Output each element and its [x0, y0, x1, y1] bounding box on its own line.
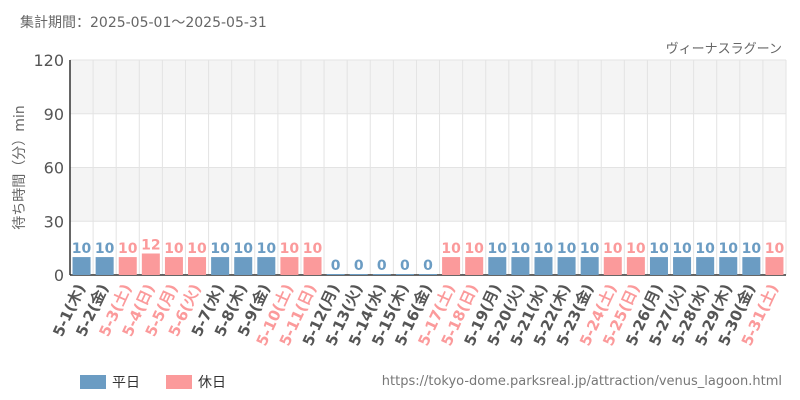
value-label: 10	[742, 241, 762, 257]
bar-5-3(土)	[118, 257, 137, 275]
value-label: 10	[719, 241, 739, 257]
value-label: 10	[187, 241, 207, 257]
value-label: 10	[280, 241, 300, 257]
bar-5-25(日)	[626, 257, 645, 275]
bar-5-23(金)	[580, 257, 599, 275]
value-label: 0	[377, 258, 387, 274]
value-label: 10	[765, 241, 785, 257]
value-label: 10	[257, 241, 277, 257]
source-url: https://tokyo-dome.parksreal.jp/attracti…	[381, 374, 782, 389]
legend-swatch-holiday	[166, 375, 192, 389]
y-tick-label: 120	[33, 51, 64, 70]
value-label: 10	[649, 241, 669, 257]
bar-5-18(日)	[465, 257, 484, 275]
bar-5-12(月)	[326, 274, 345, 275]
value-label: 10	[441, 241, 461, 257]
period-label: 集計期間：2025-05-01～2025-05-31	[20, 15, 267, 31]
bar-5-20(火)	[511, 257, 530, 275]
bar-5-2(金)	[95, 257, 114, 275]
bar-5-1(木)	[72, 257, 91, 275]
bar-5-17(土)	[442, 257, 461, 275]
attraction-name: ヴィーナスラグーン	[665, 42, 782, 57]
y-tick-label: 30	[44, 212, 64, 231]
y-tick-label: 60	[44, 159, 64, 178]
value-label: 0	[423, 258, 433, 274]
bar-5-10(土)	[280, 257, 299, 275]
value-label: 10	[626, 241, 646, 257]
legend-item-holiday: 休日	[166, 372, 226, 392]
legend-swatch-weekday	[80, 375, 106, 389]
bar-5-31(土)	[765, 257, 784, 275]
y-axis-label: 待ち時間（分）min	[12, 105, 28, 229]
value-label: 10	[511, 241, 531, 257]
legend-label-weekday: 平日	[112, 375, 140, 391]
legend-label-holiday: 休日	[198, 375, 226, 391]
value-label: 10	[557, 241, 577, 257]
value-label: 10	[303, 241, 323, 257]
legend-item-weekday: 平日	[80, 372, 140, 392]
legend: 平日 休日	[80, 372, 252, 392]
y-tick-label: 90	[44, 105, 64, 124]
value-label: 10	[695, 241, 715, 257]
value-label: 10	[95, 241, 115, 257]
y-tick-label: 0	[54, 266, 64, 285]
value-label: 0	[354, 258, 364, 274]
value-label: 12	[141, 238, 160, 254]
bar-5-24(土)	[603, 257, 622, 275]
value-label: 10	[672, 241, 692, 257]
value-label: 10	[534, 241, 554, 257]
bar-5-14(水)	[372, 274, 391, 275]
value-label: 0	[400, 258, 410, 274]
bar-5-28(水)	[696, 257, 715, 275]
bar-5-15(木)	[395, 274, 414, 275]
bar-5-11(日)	[303, 257, 322, 275]
value-label: 10	[164, 241, 184, 257]
bar-5-27(火)	[673, 257, 692, 275]
bar-5-4(日)	[141, 253, 160, 275]
grid-band	[70, 60, 786, 114]
bar-5-5(月)	[164, 257, 183, 275]
bar-5-16(金)	[418, 274, 438, 275]
bar-5-21(水)	[534, 257, 553, 275]
bar-5-30(金)	[742, 257, 761, 275]
value-label: 10	[118, 241, 138, 257]
bar-5-19(月)	[488, 257, 507, 275]
value-label: 10	[464, 241, 484, 257]
value-label: 0	[331, 258, 341, 274]
value-label: 10	[72, 241, 92, 257]
bar-5-13(火)	[349, 274, 368, 275]
bar-5-9(金)	[257, 257, 276, 275]
bar-5-7(水)	[211, 257, 230, 275]
value-label: 10	[233, 241, 253, 257]
bar-5-8(木)	[234, 257, 253, 275]
grid-band	[70, 167, 786, 222]
value-label: 10	[488, 241, 508, 257]
bar-5-22(木)	[557, 257, 576, 275]
value-label: 10	[603, 241, 623, 257]
bar-5-29(木)	[719, 257, 738, 275]
value-label: 10	[210, 241, 230, 257]
bar-5-26(月)	[649, 257, 668, 275]
bar-5-6(火)	[188, 257, 207, 275]
value-label: 10	[580, 241, 600, 257]
